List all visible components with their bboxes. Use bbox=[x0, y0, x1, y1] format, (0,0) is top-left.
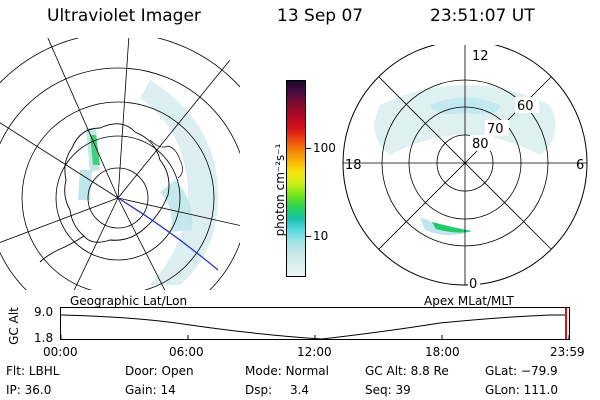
status-label: Gain: bbox=[125, 383, 157, 397]
apex-label: Apex MLat/MLT bbox=[424, 294, 514, 308]
mlt-label-18: 18 bbox=[345, 158, 362, 173]
time-label: 23:51:07 UT bbox=[430, 6, 535, 26]
status-value: LBHL bbox=[28, 364, 60, 378]
emission-region bbox=[140, 80, 219, 285]
meridian-lines bbox=[0, 38, 240, 290]
status-value: 14 bbox=[160, 383, 176, 397]
altitude-strip-plot bbox=[60, 307, 570, 340]
mlt-label-bg bbox=[470, 47, 488, 62]
status-value: −79.9 bbox=[520, 364, 558, 378]
status-value: 36.0 bbox=[24, 383, 52, 397]
status-label: IP: bbox=[6, 383, 21, 397]
geographic-label: Geographic Lat/Lon bbox=[70, 294, 188, 308]
altitude-frame bbox=[60, 307, 570, 340]
altitude-xtick: 00:00 bbox=[43, 345, 78, 359]
colorbar-tick-label: 10 bbox=[313, 229, 329, 243]
lat-label-80: 80 bbox=[472, 137, 489, 152]
status-label: Flt: bbox=[6, 364, 25, 378]
status-value: 8.8 Re bbox=[410, 364, 449, 378]
lat-label-bg bbox=[515, 97, 539, 113]
colorbar-ticks: 100 10 bbox=[306, 0, 346, 400]
colorbar bbox=[286, 80, 306, 277]
altitude-xtick: 18:00 bbox=[425, 345, 460, 359]
status-label: GLon: bbox=[485, 383, 520, 397]
colorbar-tick-mark bbox=[306, 148, 311, 149]
emission-region bbox=[78, 170, 92, 200]
mlt-label-12: 12 bbox=[472, 49, 489, 64]
status-mode: Mode: Normal bbox=[245, 364, 329, 378]
status-seq: Seq: 39 bbox=[365, 383, 411, 397]
latitude-circle bbox=[87, 167, 149, 229]
lat-label-70: 70 bbox=[487, 122, 504, 137]
peninsula-outline bbox=[39, 235, 85, 263]
colorbar-label: photon cm⁻²s⁻¹ bbox=[273, 143, 287, 237]
status-value: Open bbox=[161, 364, 194, 378]
mlt-lines bbox=[343, 45, 587, 285]
altitude-xtick: 06:00 bbox=[169, 345, 204, 359]
latitude-circle bbox=[0, 67, 240, 290]
lat-label-bg bbox=[470, 135, 494, 151]
status-door: Door: Open bbox=[125, 364, 194, 378]
status-value: 111.0 bbox=[523, 383, 558, 397]
emission-region bbox=[160, 180, 193, 232]
altitude-xtick: 23:59 bbox=[550, 345, 585, 359]
latitude-circle bbox=[21, 101, 215, 290]
altitude-curve bbox=[60, 314, 565, 340]
altitude-ylabel: GC Alt bbox=[7, 307, 21, 345]
emission-arc bbox=[90, 135, 100, 165]
altitude-xtick: 12:00 bbox=[297, 345, 332, 359]
colorbar-tick-mark bbox=[306, 236, 311, 237]
status-label: Seq: bbox=[365, 383, 392, 397]
altitude-ytick: 9.0 bbox=[34, 305, 54, 319]
status-gain: Gain: 14 bbox=[125, 383, 176, 397]
status-filter: Flt: LBHL bbox=[6, 364, 59, 378]
lat-label-bg bbox=[485, 120, 509, 136]
status-label: GC Alt: bbox=[365, 364, 407, 378]
status-value: Normal bbox=[285, 364, 329, 378]
date-label: 13 Sep 07 bbox=[277, 6, 364, 26]
altitude-ytick: 1.8 bbox=[34, 331, 54, 345]
mlt-label-bg bbox=[468, 275, 480, 290]
status-ip: IP: 36.0 bbox=[6, 383, 51, 397]
coastline bbox=[149, 139, 183, 179]
status-label: Door: bbox=[125, 364, 158, 378]
altitude-xticks bbox=[60, 335, 570, 339]
status-label: Mode: bbox=[245, 364, 282, 378]
status-value: 39 bbox=[395, 383, 411, 397]
orbit-track bbox=[117, 197, 219, 271]
status-dsp: Dsp: 3.4 bbox=[245, 383, 309, 397]
status-glon: GLon: 111.0 bbox=[485, 383, 558, 397]
colorbar-tick-label: 100 bbox=[313, 141, 336, 155]
mlt-label-0: 0 bbox=[469, 277, 477, 292]
latitude-circle bbox=[55, 135, 181, 261]
status-value: 3.4 bbox=[289, 383, 310, 397]
mlt-label-6: 6 bbox=[576, 158, 584, 173]
geographic-map bbox=[0, 38, 240, 290]
status-label: GLat: bbox=[485, 364, 518, 378]
status-label: Dsp: bbox=[245, 383, 273, 397]
continent-outline bbox=[64, 123, 170, 243]
status-glat: GLat: −79.9 bbox=[485, 364, 558, 378]
lat-label-60: 60 bbox=[517, 99, 534, 114]
status-gc-alt: GC Alt: 8.8 Re bbox=[365, 364, 449, 378]
emission-arc bbox=[432, 222, 472, 233]
colorbar-gradient bbox=[287, 81, 305, 276]
instrument-title: Ultraviolet Imager bbox=[47, 6, 201, 26]
apex-polar-plot: 80 70 60 12 18 6 0 bbox=[342, 45, 588, 292]
